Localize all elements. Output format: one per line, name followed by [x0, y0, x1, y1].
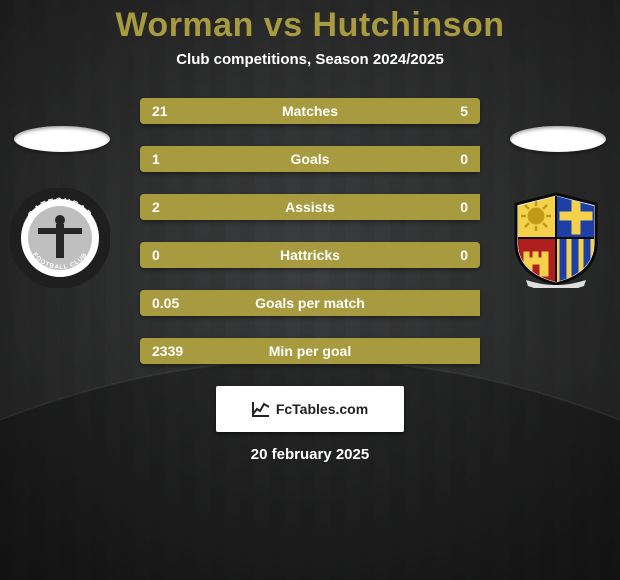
stat-row: 215Matches: [140, 98, 480, 124]
brand-text: FcTables.com: [276, 401, 368, 417]
line-chart-icon: [252, 400, 270, 418]
stat-label: Matches: [140, 98, 480, 124]
stat-label: Hattricks: [140, 242, 480, 268]
stat-row: 0.05Goals per match: [140, 290, 480, 316]
right-player-oval: [510, 126, 606, 152]
stat-row: 20Assists: [140, 194, 480, 220]
stats-table: 215Matches 10Goals 20Assists 00Hattricks 0.0…: [140, 98, 480, 364]
stat-label: Goals: [140, 146, 480, 172]
right-player-column: [506, 126, 610, 293]
page-title: Worman vs Hutchinson: [0, 6, 620, 45]
stat-label: Goals per match: [140, 290, 480, 316]
left-club-badge: GATESHEAD FOOTBALL CLUB: [10, 188, 110, 288]
stat-row: 00Hattricks: [140, 242, 480, 268]
left-player-column: GATESHEAD FOOTBALL CLUB: [10, 126, 114, 293]
stat-label: Min per goal: [140, 338, 480, 364]
stat-row: 10Goals: [140, 146, 480, 172]
subtitle: Club competitions, Season 2024/2025: [0, 51, 620, 68]
stat-label: Assists: [140, 194, 480, 220]
right-club-badge: [506, 188, 606, 288]
left-player-oval: [14, 126, 110, 152]
brand-badge: FcTables.com: [216, 386, 404, 432]
stat-row: 2339Min per goal: [140, 338, 480, 364]
footer-date: 20 february 2025: [0, 446, 620, 463]
